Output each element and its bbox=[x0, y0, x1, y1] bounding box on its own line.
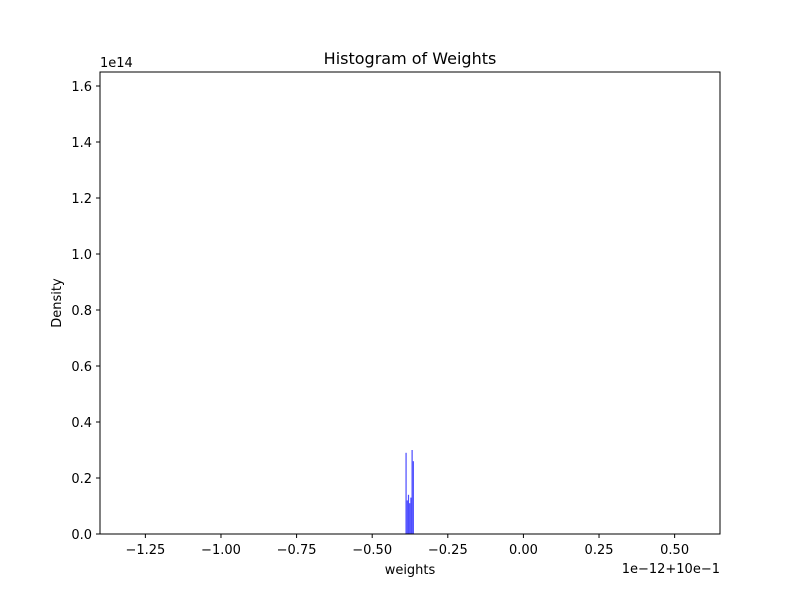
x-tick-label: −0.50 bbox=[352, 543, 392, 558]
y-tick-label: 0.4 bbox=[71, 416, 92, 431]
y-tick-label: 1.2 bbox=[71, 192, 92, 207]
y-axis-ticks: 0.0 0.2 0.4 0.6 0.8 1.0 1.2 1.4 1.6 bbox=[71, 80, 100, 543]
y-tick-label: 1.6 bbox=[71, 80, 92, 95]
plot-frame bbox=[99, 71, 721, 535]
histogram-bar bbox=[405, 452, 407, 534]
x-tick-label: 0.00 bbox=[509, 543, 538, 558]
histogram-bars bbox=[405, 450, 414, 534]
histogram-bar bbox=[411, 450, 413, 534]
chart-title: Histogram of Weights bbox=[324, 49, 497, 68]
histogram-bar bbox=[406, 500, 408, 534]
x-tick-label: 0.50 bbox=[660, 543, 689, 558]
histogram-bar bbox=[409, 503, 411, 534]
x-tick-label: −1.25 bbox=[125, 543, 165, 558]
y-tick-label: 0.0 bbox=[71, 528, 92, 543]
y-tick-label: 0.8 bbox=[71, 304, 92, 319]
x-axis-offset-label: 1e−12+10e−1 bbox=[622, 562, 720, 577]
histogram-bar bbox=[412, 461, 414, 534]
y-tick-label: 0.6 bbox=[71, 360, 92, 375]
y-axis-offset-label: 1e14 bbox=[100, 56, 133, 71]
y-tick-label: 1.4 bbox=[71, 136, 92, 151]
y-tick-label: 1.0 bbox=[71, 248, 92, 263]
y-axis-label: Density bbox=[50, 278, 65, 328]
y-tick-label: 0.2 bbox=[71, 472, 92, 487]
x-tick-label: 0.25 bbox=[585, 543, 614, 558]
x-axis-ticks: −1.25 −1.00 −0.75 −0.50 −0.25 0.00 0.25 0.50 bbox=[125, 534, 689, 558]
x-tick-label: −0.25 bbox=[428, 543, 468, 558]
histogram-bar bbox=[410, 497, 412, 534]
x-axis-label: weights bbox=[385, 563, 436, 578]
x-tick-label: −1.00 bbox=[201, 543, 241, 558]
histogram-bar bbox=[407, 494, 410, 534]
x-tick-label: −0.75 bbox=[277, 543, 317, 558]
